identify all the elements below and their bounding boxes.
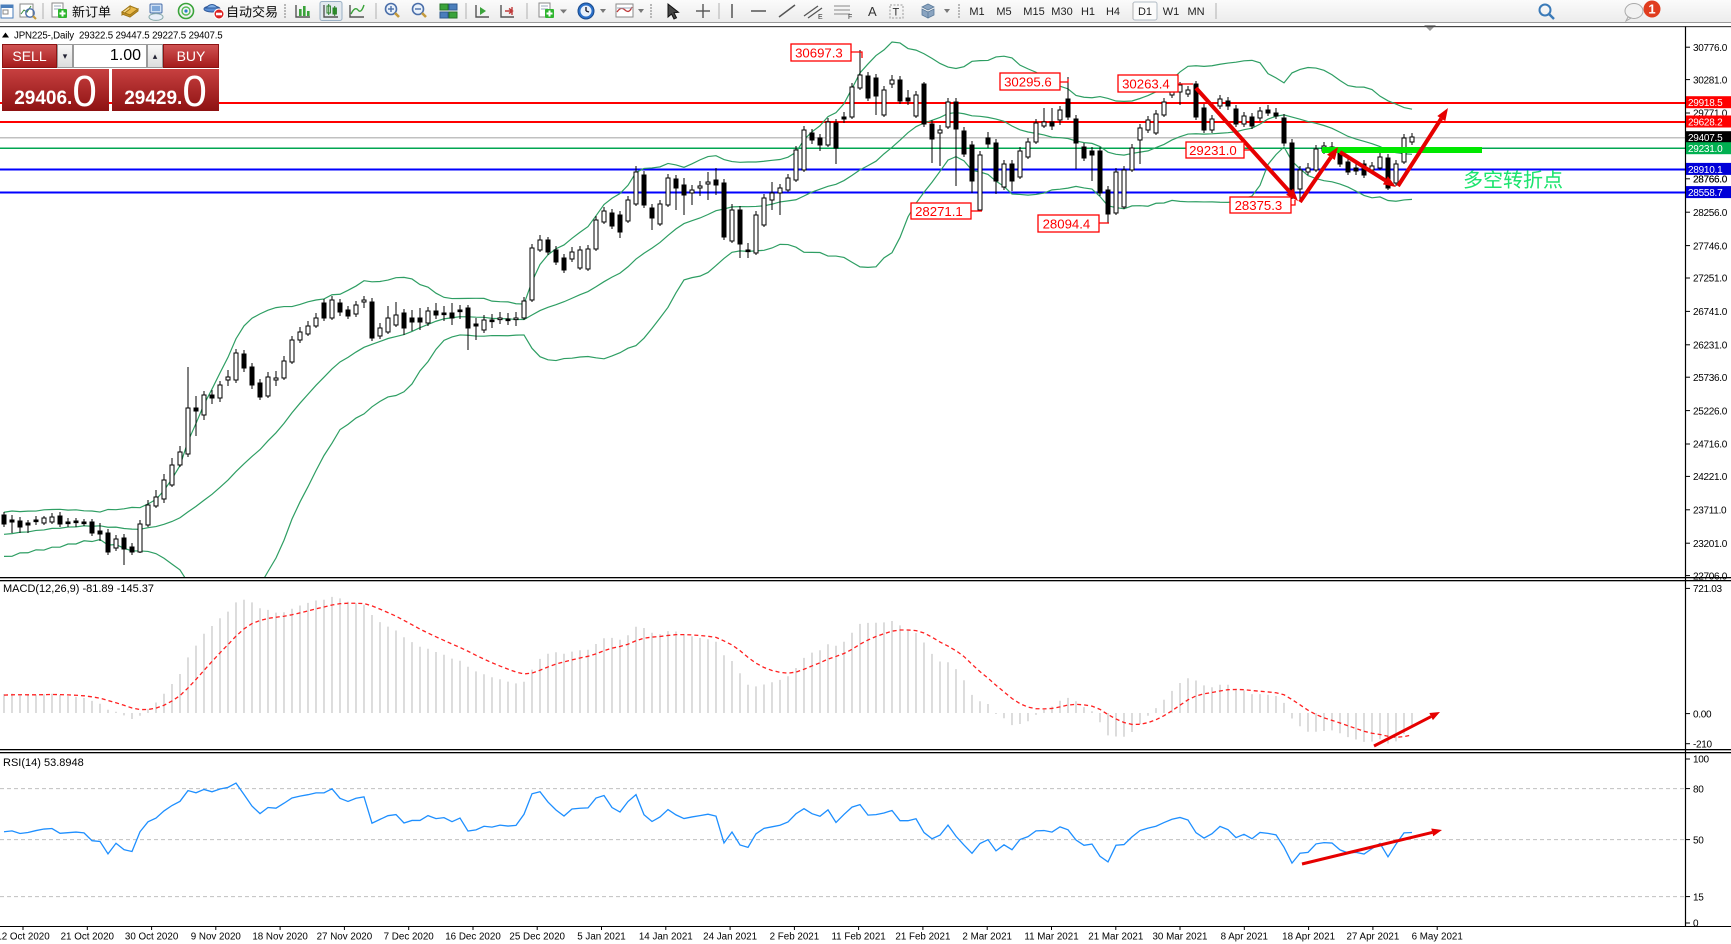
- svg-text:29407.5: 29407.5: [1688, 133, 1723, 144]
- svg-text:11 Feb 2021: 11 Feb 2021: [831, 932, 885, 943]
- svg-text:23201.0: 23201.0: [1693, 539, 1728, 550]
- svg-text:14 Jan 2021: 14 Jan 2021: [639, 932, 693, 943]
- svg-text:28256.0: 28256.0: [1693, 208, 1728, 219]
- svg-text:29628.2: 29628.2: [1688, 117, 1723, 128]
- svg-text:30295.6: 30295.6: [1004, 74, 1052, 89]
- svg-text:15: 15: [1693, 892, 1704, 903]
- svg-text:0: 0: [1693, 919, 1699, 930]
- svg-text:27 Nov 2020: 27 Nov 2020: [317, 932, 373, 943]
- svg-text:24716.0: 24716.0: [1693, 440, 1728, 451]
- svg-text:25226.0: 25226.0: [1693, 406, 1728, 417]
- svg-text:28766.0: 28766.0: [1693, 175, 1728, 186]
- svg-text:MACD(12,26,9) -81.89 -145.37: MACD(12,26,9) -81.89 -145.37: [3, 583, 154, 595]
- svg-text:28558.7: 28558.7: [1688, 188, 1723, 199]
- svg-text:27251.0: 27251.0: [1693, 274, 1728, 285]
- svg-text:100: 100: [1693, 755, 1710, 766]
- svg-text:W1: W1: [1163, 6, 1180, 18]
- svg-text:8 Apr 2021: 8 Apr 2021: [1221, 932, 1268, 943]
- svg-text:80: 80: [1693, 784, 1704, 795]
- svg-text:30263.4: 30263.4: [1122, 76, 1170, 91]
- svg-text:9 Nov 2020: 9 Nov 2020: [191, 932, 242, 943]
- svg-text:MN: MN: [1187, 6, 1204, 18]
- svg-text:7 Dec 2020: 7 Dec 2020: [384, 932, 435, 943]
- svg-text:21 Oct 2020: 21 Oct 2020: [61, 932, 115, 943]
- svg-text:27746.0: 27746.0: [1693, 241, 1728, 252]
- svg-text:1: 1: [1648, 2, 1655, 17]
- svg-text:F: F: [848, 14, 852, 21]
- svg-text:JPN225-,Daily 29322.5 29447.5: JPN225-,Daily 29322.5 29447.5 29227.5 29…: [14, 31, 223, 42]
- svg-text:-210: -210: [1693, 739, 1713, 750]
- svg-text:28375.3: 28375.3: [1235, 198, 1283, 213]
- svg-text:29231.0: 29231.0: [1688, 144, 1723, 155]
- svg-text:25736.0: 25736.0: [1693, 373, 1728, 384]
- svg-text:H1: H1: [1081, 6, 1095, 18]
- svg-text:2 Mar 2021: 2 Mar 2021: [962, 932, 1012, 943]
- svg-text:29231.0: 29231.0: [1189, 143, 1237, 158]
- svg-text:21 Mar 2021: 21 Mar 2021: [1088, 932, 1143, 943]
- svg-text:18 Nov 2020: 18 Nov 2020: [252, 932, 308, 943]
- svg-text:30 Mar 2021: 30 Mar 2021: [1152, 932, 1207, 943]
- svg-text:28094.4: 28094.4: [1043, 216, 1091, 231]
- svg-text:11 Mar 2021: 11 Mar 2021: [1024, 932, 1078, 943]
- svg-text:50: 50: [1693, 835, 1704, 846]
- svg-text:26231.0: 26231.0: [1693, 341, 1728, 352]
- svg-text:16 Dec 2020: 16 Dec 2020: [445, 932, 501, 943]
- svg-text:29771.0: 29771.0: [1693, 109, 1728, 120]
- svg-text:27 Apr 2021: 27 Apr 2021: [1346, 932, 1399, 943]
- svg-text:26741.0: 26741.0: [1693, 307, 1728, 318]
- svg-text:18 Apr 2021: 18 Apr 2021: [1282, 932, 1335, 943]
- svg-text:6 May 2021: 6 May 2021: [1412, 932, 1463, 943]
- svg-text:30776.0: 30776.0: [1693, 43, 1728, 54]
- svg-text:2 Feb 2021: 2 Feb 2021: [770, 932, 820, 943]
- svg-text:24 Jan 2021: 24 Jan 2021: [703, 932, 757, 943]
- svg-text:A: A: [868, 4, 877, 19]
- svg-text:M15: M15: [1023, 6, 1044, 18]
- svg-text:12 Oct 2020: 12 Oct 2020: [0, 932, 50, 943]
- svg-text:28766.0: 28766.0: [1693, 175, 1728, 186]
- svg-text:0.00: 0.00: [1693, 709, 1712, 720]
- svg-text:25 Dec 2020: 25 Dec 2020: [509, 932, 565, 943]
- svg-text:T: T: [893, 7, 900, 19]
- svg-text:23711.0: 23711.0: [1693, 506, 1727, 517]
- svg-text:30281.0: 30281.0: [1693, 75, 1728, 86]
- svg-text:24221.0: 24221.0: [1693, 472, 1728, 483]
- svg-text:5 Jan 2021: 5 Jan 2021: [577, 932, 625, 943]
- svg-text:H4: H4: [1106, 6, 1120, 18]
- svg-text:30 Oct 2020: 30 Oct 2020: [125, 932, 179, 943]
- svg-text:M1: M1: [969, 6, 984, 18]
- svg-text:28910.1: 28910.1: [1688, 165, 1723, 176]
- svg-text:RSI(14) 53.8948: RSI(14) 53.8948: [3, 757, 84, 769]
- svg-text:D1: D1: [1138, 6, 1152, 18]
- svg-text:22706.0: 22706.0: [1693, 571, 1728, 582]
- svg-text:721.03: 721.03: [1693, 584, 1723, 595]
- svg-text:21 Feb 2021: 21 Feb 2021: [895, 932, 950, 943]
- svg-text:M30: M30: [1051, 6, 1072, 18]
- svg-text:E: E: [818, 14, 823, 21]
- svg-text:M5: M5: [996, 6, 1011, 18]
- svg-text:30697.3: 30697.3: [795, 45, 843, 60]
- svg-text:29918.5: 29918.5: [1688, 98, 1723, 109]
- svg-text:28271.1: 28271.1: [915, 204, 963, 219]
